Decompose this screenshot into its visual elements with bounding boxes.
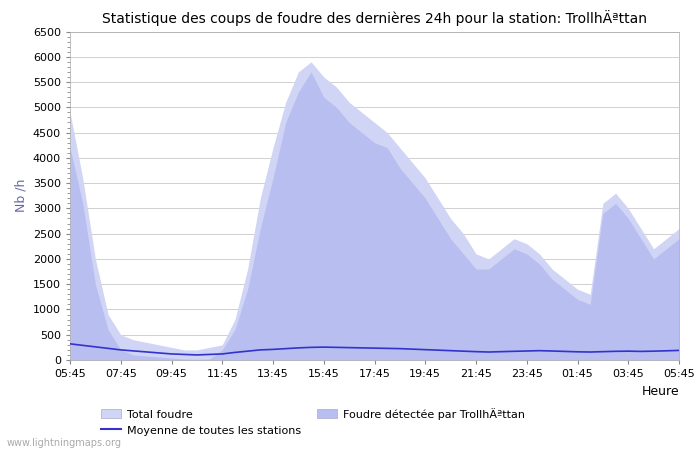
Y-axis label: Nb /h: Nb /h (14, 179, 27, 212)
Text: Heure: Heure (641, 385, 679, 398)
Text: www.lightningmaps.org: www.lightningmaps.org (7, 438, 122, 448)
Title: Statistique des coups de foudre des dernières 24h pour la station: TrollhÄªttan: Statistique des coups de foudre des dern… (102, 10, 647, 26)
Legend: Total foudre, Moyenne de toutes les stations, Foudre détectée par TrollhÄªttan: Total foudre, Moyenne de toutes les stat… (97, 403, 529, 440)
